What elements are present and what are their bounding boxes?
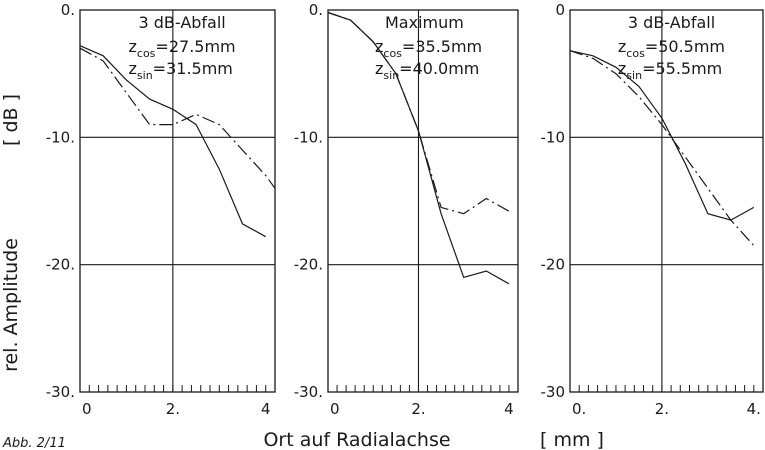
panel-2-y-tick-label: 0. — [309, 1, 323, 19]
panel-3-annotation-zsin: zsin=55.5mm — [618, 59, 722, 82]
panels-group: 0 2. 4 0. -10. -20. -30. 3 dB-Abfall zcos=27.5mm… — [46, 1, 764, 418]
x-unit-label: [ mm ] — [540, 429, 604, 450]
panel-3-x-tick-label: 0. — [572, 400, 586, 418]
panel-1-y-tick-label: -20. — [46, 256, 75, 274]
panel-2-y-tick-label: -10. — [294, 128, 323, 146]
panel-2-annotation-zsin: zsin=40.0mm — [375, 59, 479, 82]
panel-2-x-tick-label: 0 — [330, 400, 340, 418]
panel-1-y-tick-label: -30. — [46, 383, 75, 401]
panel-1-annotation-zsin: zsin=31.5mm — [129, 59, 233, 82]
panel-3-y-tick-label: -10 — [541, 128, 566, 146]
figure-caption: Abb. 2/11 — [2, 436, 66, 450]
panel-3-y-tick-label: -30 — [541, 383, 566, 401]
panel-3-series-dashdot — [569, 50, 755, 247]
panel-2-y-tick-label: -30. — [294, 383, 323, 401]
panel-2-y-tick-label: -20. — [294, 256, 323, 274]
panel-1-annotation-zcos: zcos=27.5mm — [129, 37, 236, 60]
panel-1-series-dashdot — [79, 47, 276, 189]
panel-3: 0. 2. 4. 0 -10 -20 -30 3 dB-Abfall zcos=50.5mmzs… — [541, 1, 764, 418]
panel-2-x-tick-label: 4 — [504, 400, 514, 418]
panel-2-frame — [327, 9, 519, 393]
panel-2-annotation-title: Maximum — [385, 13, 464, 32]
y-axis-label: rel. Amplitude — [0, 238, 22, 372]
panel-3-annotation-zcos: zcos=50.5mm — [618, 37, 725, 60]
panel-1-frame — [79, 9, 276, 393]
panel-1-y-tick-label: -10. — [46, 128, 75, 146]
x-axis-label: Ort auf Radialachse — [263, 429, 450, 450]
panel-2-annotation-zcos: zcos=35.5mm — [375, 37, 482, 60]
y-unit-label: [ dB ] — [0, 94, 22, 146]
panel-3-y-tick-label: 0 — [555, 1, 565, 19]
panel-1-annotation-title: 3 dB-Abfall — [139, 13, 226, 32]
panel-2-x-tick-label: 2. — [411, 400, 425, 418]
panel-1-x-tick-label: 0 — [82, 400, 92, 418]
panel-1-series-solid — [79, 45, 266, 238]
panel-3-series-solid — [569, 50, 755, 221]
panel-1-x-tick-label: 2. — [166, 400, 180, 418]
panel-2-series-dashdot — [327, 11, 510, 215]
panel-1: 0 2. 4 0. -10. -20. -30. 3 dB-Abfall zcos=27.5mm… — [46, 1, 276, 418]
panel-3-annotation-title: 3 dB-Abfall — [628, 13, 715, 32]
panel-3-x-tick-label: 2. — [655, 400, 669, 418]
panel-2: 0 2. 4 0. -10. -20. -30. Maximum zcos=35.5mmzsin… — [294, 1, 519, 418]
panel-3-y-tick-label: -20 — [541, 256, 566, 274]
panel-1-y-tick-label: 0. — [61, 1, 75, 19]
panel-1-x-tick-label: 4 — [261, 400, 271, 418]
panel-3-frame — [569, 9, 764, 393]
panel-3-x-tick-label: 4. — [747, 400, 761, 418]
